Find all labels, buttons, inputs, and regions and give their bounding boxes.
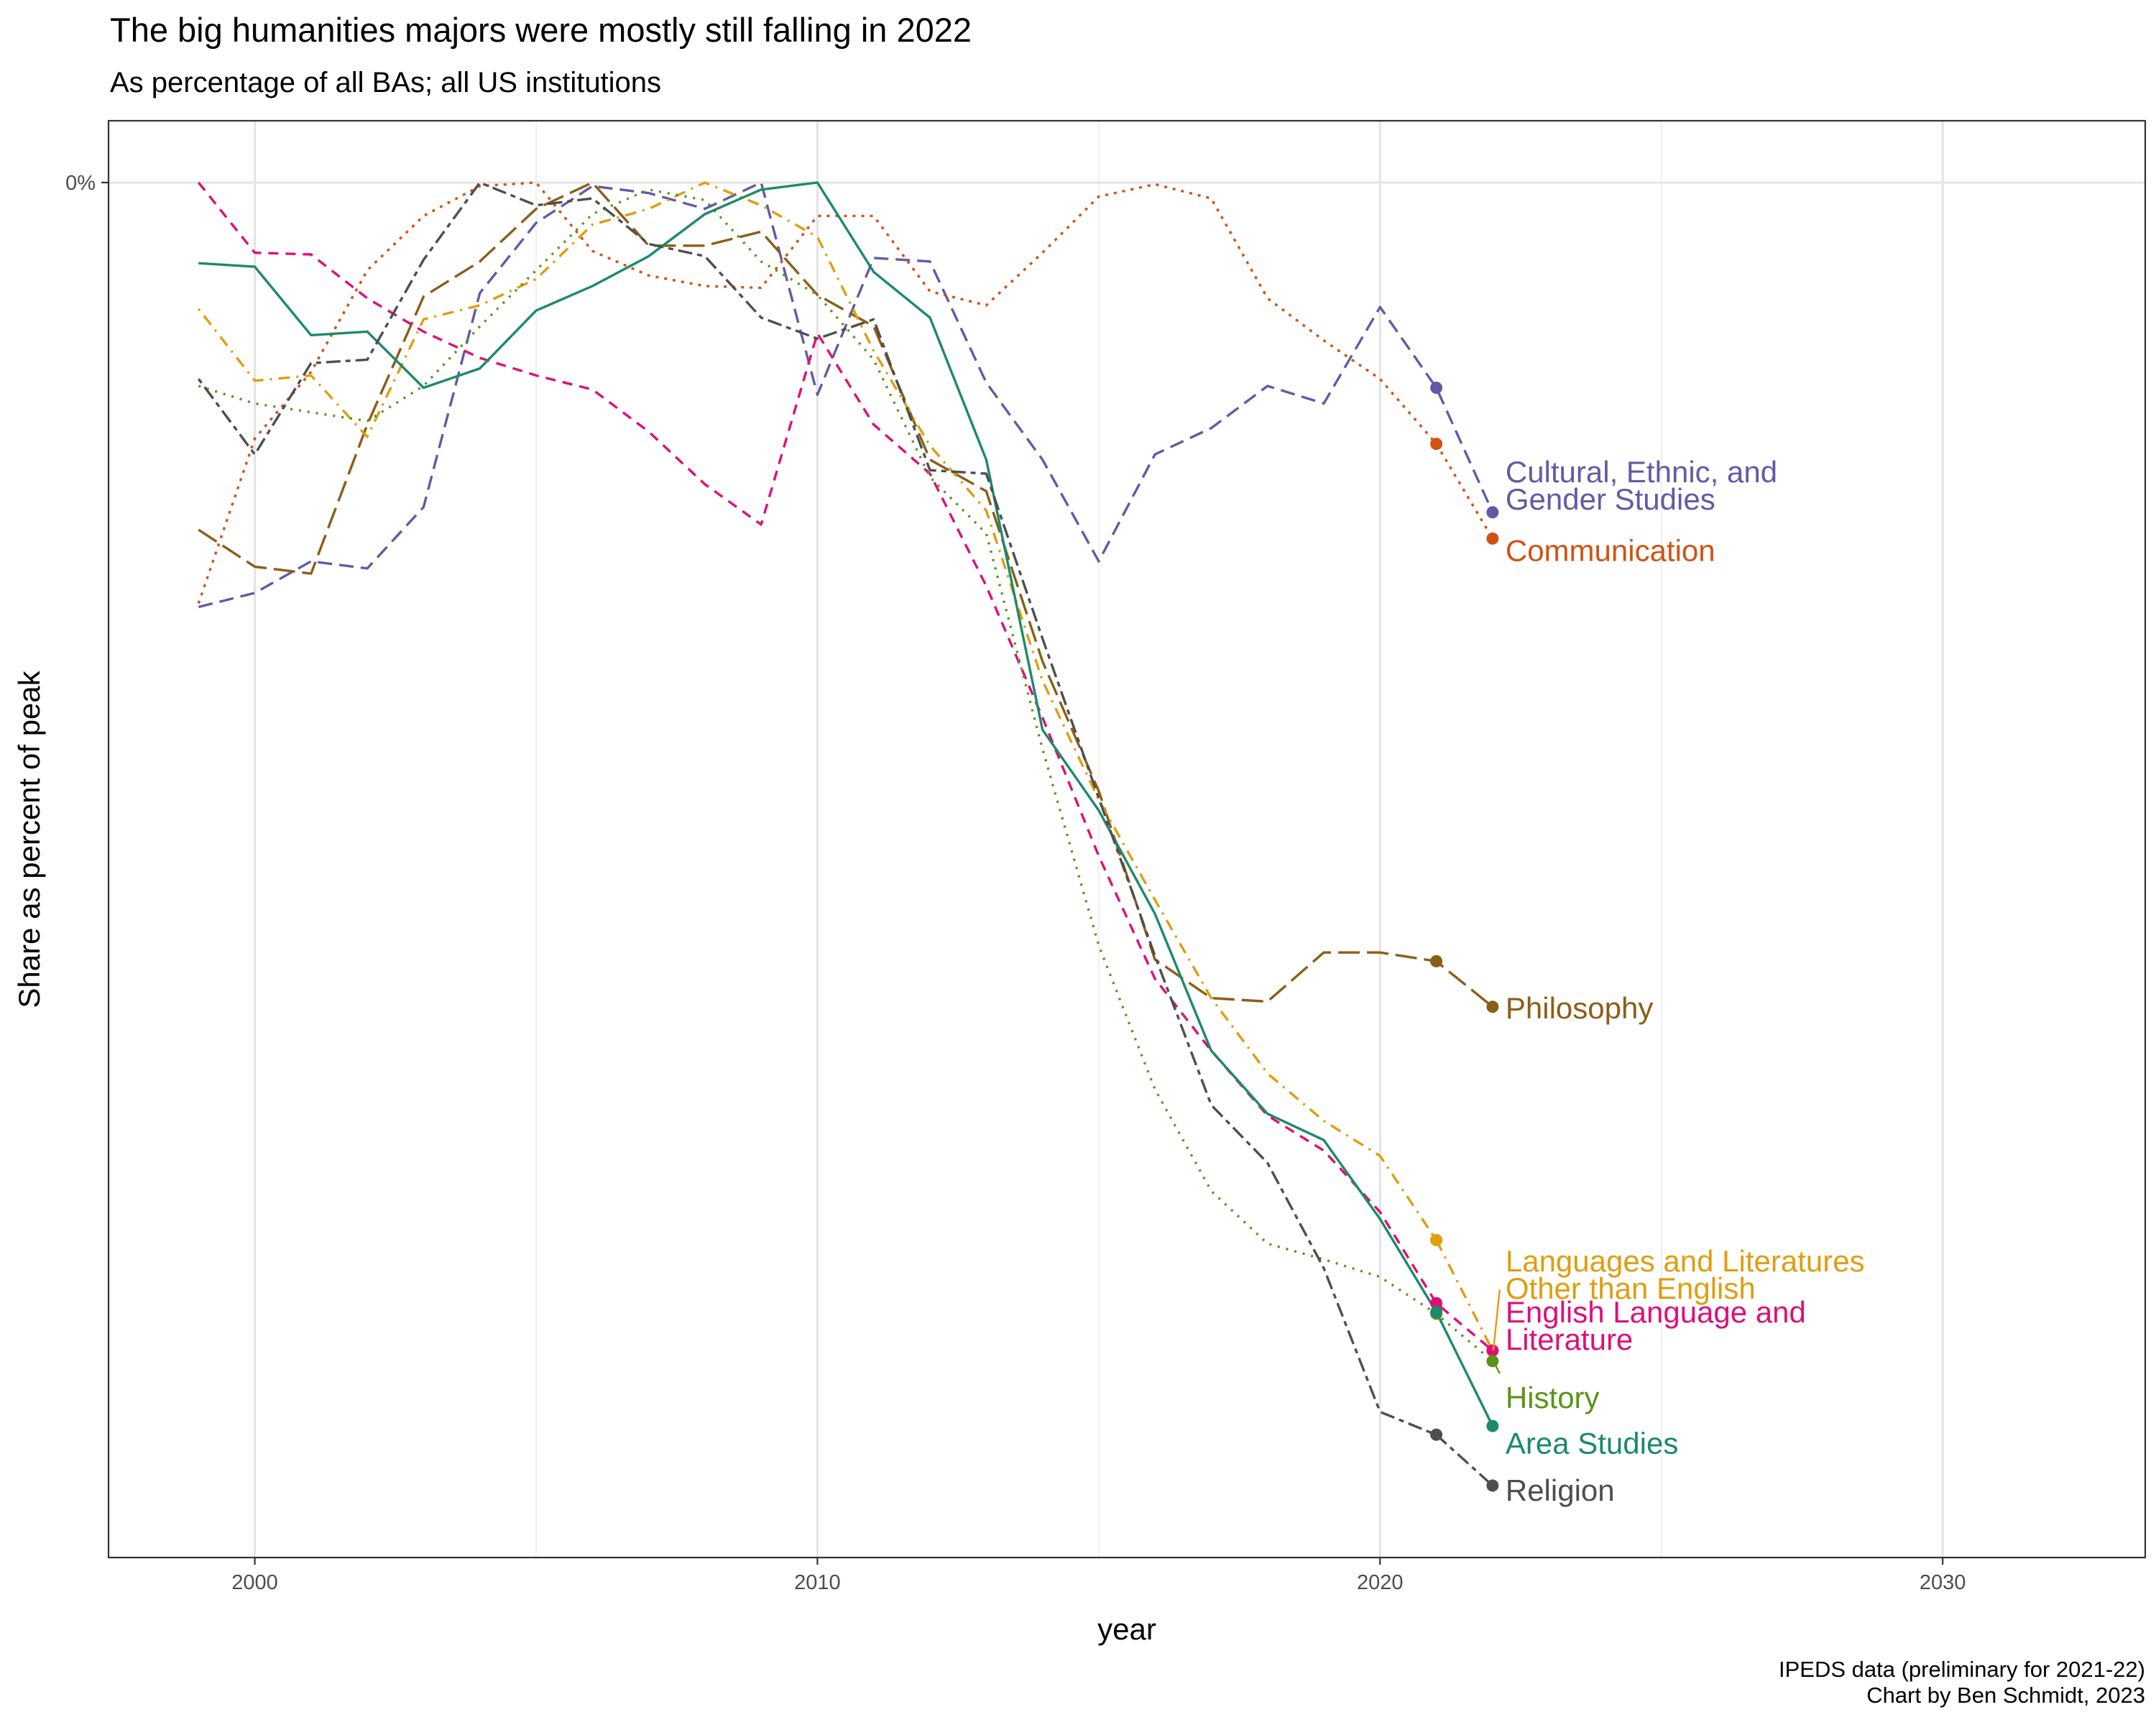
series-label-philosophy: Philosophy: [1506, 991, 1653, 1025]
series-point-communication: [1430, 438, 1443, 451]
series-point-philosophy: [1486, 1000, 1499, 1013]
series-lines: [197, 181, 1494, 1487]
plot-panel: [107, 119, 2147, 1559]
x-tick-label: 2020: [1357, 1571, 1404, 1594]
series-point-english-language-and-literature: [1486, 1344, 1499, 1357]
series-point-area-studies: [1430, 1305, 1443, 1318]
series-label-languages-and-literatures-other-than-english: Other than English: [1506, 1271, 1756, 1305]
series-point-languages-and-literatures-other-than-english: [1430, 1233, 1443, 1246]
gridlines: [109, 121, 2145, 1558]
x-tick-label: 2030: [1920, 1571, 1966, 1594]
x-tick-label: 2010: [794, 1571, 841, 1594]
caption-line: IPEDS data (preliminary for 2021-22): [1779, 1657, 2145, 1682]
series-point-religion: [1430, 1428, 1443, 1441]
series-line-communication: [197, 181, 1494, 604]
caption-line: Chart by Ben Schmidt, 2023: [1866, 1683, 2145, 1708]
x-tick-label: 2000: [231, 1571, 278, 1594]
series-label-cultural-ethnic-and-gender-studies: Cultural, Ethnic, and: [1506, 455, 1777, 489]
series-points: [1430, 381, 1499, 1492]
x-axis-title: year: [1097, 1612, 1156, 1646]
series-point-area-studies: [1486, 1420, 1499, 1432]
series-point-communication: [1486, 532, 1499, 545]
series-label-english-language-and-literature: Literature: [1506, 1322, 1633, 1356]
chart-subtitle: As percentage of all BAs; all US institu…: [110, 67, 661, 98]
series-point-philosophy: [1430, 954, 1443, 967]
series-point-cultural-ethnic-and-gender-studies: [1486, 506, 1499, 519]
axis-ticks: 2000 2010 2020 2030 0%: [65, 172, 1966, 1594]
series-label-languages-and-literatures-other-than-english: Languages and Literatures: [1506, 1244, 1865, 1278]
series-point-history: [1486, 1355, 1499, 1368]
series-line-philosophy: [198, 181, 1493, 1008]
series-line-cultural-ethnic-and-gender-studies: [198, 181, 1494, 609]
chart-caption: IPEDS data (preliminary for 2021-22)Char…: [1779, 1657, 2145, 1708]
series-line-languages-and-literatures-other-than-english: [197, 181, 1494, 1351]
chart-title: The big humanities majors were mostly st…: [110, 11, 972, 49]
series-label-communication: Communication: [1506, 533, 1715, 567]
label-connector-languages-and-literatures-other-than-english: [1492, 1289, 1501, 1351]
series-point-english-language-and-literature: [1430, 1297, 1443, 1310]
series-label-religion: Religion: [1506, 1473, 1615, 1507]
series-line-area-studies: [198, 181, 1494, 1427]
series-point-religion: [1486, 1479, 1499, 1492]
series-label-area-studies: Area Studies: [1506, 1426, 1678, 1460]
series-point-cultural-ethnic-and-gender-studies: [1430, 381, 1443, 394]
series-label-english-language-and-literature: English Language and: [1506, 1295, 1806, 1329]
label-connector-history: [1492, 1361, 1501, 1374]
y-tick-label: 0%: [65, 172, 96, 195]
series-line-religion: [197, 181, 1494, 1487]
series-label-history: History: [1506, 1381, 1600, 1414]
series-label-cultural-ethnic-and-gender-studies: Gender Studies: [1506, 482, 1715, 516]
series-line-english-language-and-literature: [197, 181, 1493, 1352]
y-axis-title: Share as percent of peak: [12, 670, 46, 1008]
